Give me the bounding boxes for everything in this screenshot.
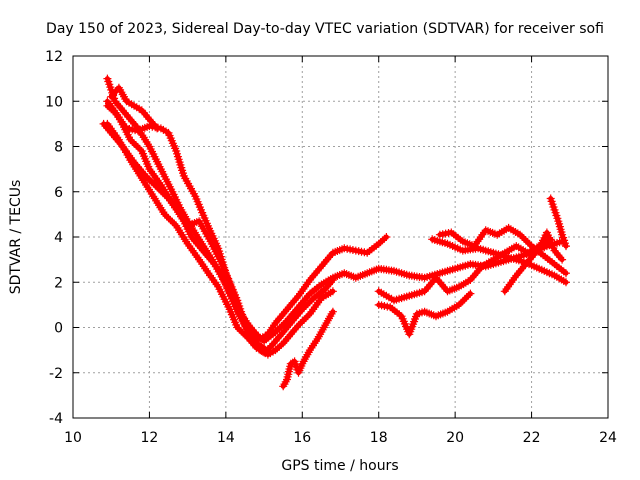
y-tick-label: 4 xyxy=(54,230,63,246)
y-tick-label: 2 xyxy=(54,275,63,291)
series-pass-7 xyxy=(279,307,337,391)
x-tick-label: 18 xyxy=(370,430,388,446)
y-axis-label: SDTVAR / TECUs xyxy=(8,180,24,295)
x-tick-label: 20 xyxy=(446,430,464,446)
series-pass-8 xyxy=(374,289,475,339)
series-markers xyxy=(500,228,567,296)
x-tick-label: 14 xyxy=(217,430,235,446)
series-pass-13 xyxy=(546,194,570,251)
x-axis-label: GPS time / hours xyxy=(281,458,398,474)
grid xyxy=(73,56,608,418)
y-tick-label: -4 xyxy=(49,411,63,427)
series-pass-12 xyxy=(500,228,567,296)
y-tick-label: -2 xyxy=(49,366,63,382)
data-series xyxy=(99,74,570,391)
series-markers xyxy=(546,194,570,251)
series-markers xyxy=(374,289,475,339)
series-pass-4 xyxy=(103,101,337,359)
y-tick-label: 6 xyxy=(54,185,63,201)
x-tick-label: 10 xyxy=(64,430,82,446)
x-tick-label: 12 xyxy=(141,430,159,446)
series-markers xyxy=(279,307,337,391)
series-line xyxy=(104,98,565,344)
series-markers xyxy=(99,119,269,352)
y-tick-label: 8 xyxy=(54,140,63,156)
x-tick-label: 24 xyxy=(599,430,617,446)
series-line xyxy=(104,121,336,355)
series-markers xyxy=(103,101,337,359)
y-tick-label: 12 xyxy=(45,49,63,65)
y-tick-label: 0 xyxy=(54,321,63,337)
x-tick-label: 22 xyxy=(523,430,541,446)
x-tick-label: 16 xyxy=(293,430,311,446)
series-markers xyxy=(107,83,162,133)
series-pass-6 xyxy=(107,83,162,133)
y-tick-label: 10 xyxy=(45,94,63,110)
series-pass-11 xyxy=(428,235,570,287)
series-pass-5 xyxy=(99,119,269,352)
chart-title: Day 150 of 2023, Sidereal Day-to-day VTE… xyxy=(46,21,604,37)
